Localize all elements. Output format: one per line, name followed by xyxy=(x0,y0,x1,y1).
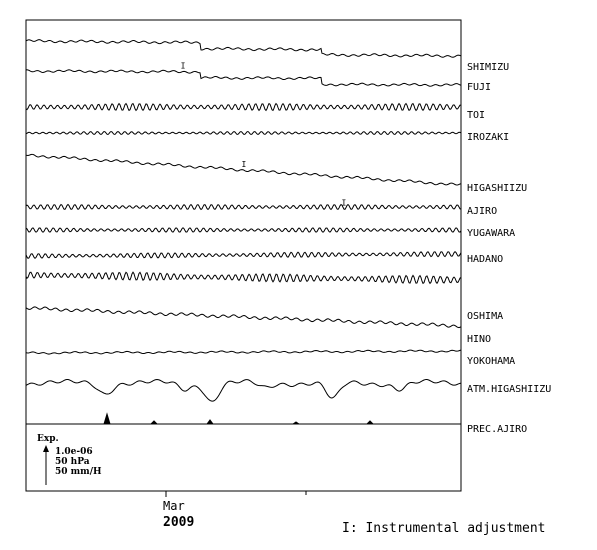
series-label: YUGAWARA xyxy=(467,228,515,239)
adjustment-mark: I xyxy=(342,198,347,207)
scale-arrow-head xyxy=(43,445,49,452)
series-line-oshima xyxy=(25,271,462,285)
series-label: HIGASHIIZU xyxy=(467,183,527,194)
scale-precipitation: 50 mm/H xyxy=(55,467,102,477)
series-line-shimizu xyxy=(25,39,462,58)
series-label: ATM.HIGASHIIZU xyxy=(467,384,551,395)
adjustment-mark: I xyxy=(242,160,247,169)
x-tick-label: Mar xyxy=(163,499,185,513)
series-line-ajiro xyxy=(25,203,462,211)
series-label: HADANO xyxy=(467,254,503,265)
series-label: OSHIMA xyxy=(467,311,503,322)
series-line-yokohama xyxy=(25,349,462,355)
series-line-hino xyxy=(25,306,462,329)
series-line-toi xyxy=(25,102,462,112)
scale-strain: 1.0e-06 xyxy=(55,447,93,457)
x-year-label: 2009 xyxy=(163,515,194,530)
series-label: IROZAKI xyxy=(467,132,509,143)
series-line-fuji xyxy=(25,69,462,87)
series-line-atm-higashiizu xyxy=(25,378,462,402)
series-line-prec-ajiro xyxy=(26,412,461,425)
scale-legend: Exp. 1.0e-06 50 hPa 50 mm/H xyxy=(37,434,102,485)
series-line-yugawara xyxy=(25,227,462,233)
series-label: HINO xyxy=(467,334,491,345)
series-label: TOI xyxy=(467,110,485,121)
series-line-hadano xyxy=(25,251,462,260)
series-line-higashiizu xyxy=(25,153,462,186)
series-label: YOKOHAMA xyxy=(467,356,515,367)
x-axis: Mar 2009 xyxy=(163,491,307,530)
adjustment-mark: I xyxy=(181,62,186,71)
scale-pressure: 50 hPa xyxy=(55,457,90,467)
series-traces xyxy=(25,39,462,425)
series-label: AJIRO xyxy=(467,206,497,217)
series-labels: SHIMIZU FUJI TOI IROZAKI HIGASHIIZU AJIRO YUGA… xyxy=(467,62,551,435)
series-label: PREC.AJIRO xyxy=(467,424,527,435)
footnote: I: Instrumental adjustment xyxy=(342,521,546,536)
series-label: FUJI xyxy=(467,82,491,93)
series-label: SHIMIZU xyxy=(467,62,509,73)
adjustment-marks: I I I xyxy=(181,62,347,208)
series-line-irozaki xyxy=(25,130,462,136)
scale-title: Exp. xyxy=(37,434,59,444)
